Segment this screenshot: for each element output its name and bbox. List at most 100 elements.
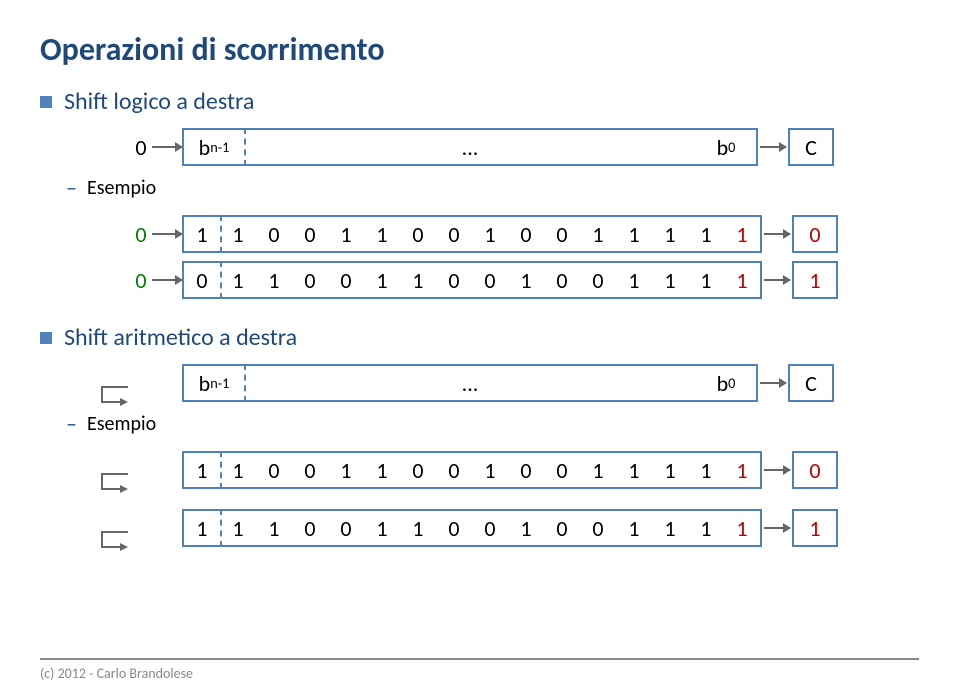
msb-label: bn-1 (184, 134, 244, 161)
bit-cell: 1 (724, 453, 760, 487)
bit-cell: 0 (328, 511, 364, 545)
bit-cell: 0 (292, 511, 328, 545)
carry-box: C (788, 364, 834, 402)
bit-cell: 1 (328, 453, 364, 487)
arrow-icon (152, 146, 182, 148)
example-label: – Esempio (66, 174, 919, 201)
bit-cell: 0 (580, 263, 616, 297)
register: bn-1 ... b0 (182, 128, 758, 166)
arrow-icon (152, 279, 182, 281)
arrow-icon (764, 527, 790, 529)
bit-cell: 1 (616, 511, 652, 545)
example-label: – Esempio (66, 410, 919, 437)
bit-cell: 0 (400, 453, 436, 487)
loop-icon (92, 528, 132, 588)
section-heading: Shift logico a destra (40, 87, 919, 116)
slide-title: Operazioni di scorrimento (40, 30, 919, 69)
bit-cell: 0 (184, 263, 220, 297)
register: 0110011001001111 (182, 261, 762, 299)
lsb-label: b0 (696, 134, 756, 161)
arrow-icon (760, 382, 786, 384)
msb-label: bn-1 (184, 370, 244, 397)
register: 1110011001001111 (182, 509, 762, 547)
bit-cell: 0 (292, 453, 328, 487)
arrow-icon (764, 279, 790, 281)
bit-cell: 1 (724, 511, 760, 545)
bit-cell: 1 (688, 511, 724, 545)
bit-cell: 0 (544, 511, 580, 545)
bit-cell: 1 (724, 217, 760, 251)
bit-cell: 1 (508, 511, 544, 545)
carry-label: C (805, 370, 817, 397)
footer-divider (40, 658, 919, 660)
bit-cell: 1 (364, 511, 400, 545)
carry-label: C (805, 134, 817, 161)
bit-cell: 0 (472, 263, 508, 297)
bullet-icon (40, 332, 52, 344)
bit-cell: 0 (544, 217, 580, 251)
bit-cell: 1 (652, 263, 688, 297)
arrow-icon (764, 233, 790, 235)
bit-cell: 1 (616, 453, 652, 487)
heading-text: Shift logico a destra (64, 87, 254, 116)
bit-cell: 0 (436, 263, 472, 297)
bit-cell: 1 (652, 511, 688, 545)
carry-box: C (788, 128, 834, 166)
carry-box: 0 (792, 215, 838, 253)
bit-row: 11001100100111110 (130, 451, 919, 489)
bit-cell: 0 (436, 217, 472, 251)
bit-cell: 0 (400, 217, 436, 251)
generic-row: 0 bn-1 ... b0 C (130, 128, 919, 166)
arrow-icon (152, 233, 182, 235)
in-bit: 0 (130, 134, 152, 161)
in-bit: 0 (130, 221, 152, 248)
bit-cell: 1 (400, 511, 436, 545)
bit-cell: 1 (688, 453, 724, 487)
bit-cell: 1 (256, 511, 292, 545)
dash-icon: – (66, 174, 77, 201)
bit-row: 11100110010011111 (130, 509, 919, 547)
heading-text: Shift aritmetico a destra (64, 323, 297, 352)
bit-row: 011001100100111110 (130, 215, 919, 253)
bit-cell: 0 (436, 453, 472, 487)
bit-row: 001100110010011111 (130, 261, 919, 299)
bit-cell: 1 (184, 217, 220, 251)
bit-cell: 0 (508, 217, 544, 251)
carry-box: 0 (792, 451, 838, 489)
footer-text: (c) 2012 - Carlo Brandolese (40, 665, 193, 682)
carry-box: 1 (792, 261, 838, 299)
bit-cell: 0 (544, 263, 580, 297)
bit-cell: 1 (580, 453, 616, 487)
bit-cell: 1 (364, 263, 400, 297)
bit-cell: 1 (652, 453, 688, 487)
bit-cell: 1 (220, 263, 256, 297)
bit-cell: 1 (220, 453, 256, 487)
generic-row-arith: bn-1 ... b0 C (130, 364, 919, 402)
carry-value: 1 (809, 267, 820, 294)
bit-cell: 0 (256, 217, 292, 251)
section-heading: Shift aritmetico a destra (40, 323, 919, 352)
bit-cell: 1 (472, 453, 508, 487)
carry-value: 0 (809, 457, 820, 484)
example-text: Esempio (87, 176, 156, 200)
bit-cell: 1 (400, 263, 436, 297)
ellipsis: ... (244, 134, 696, 161)
loop-icon (92, 470, 132, 530)
bit-cell: 1 (184, 453, 220, 487)
bit-cell: 0 (508, 453, 544, 487)
register: bn-1 ... b0 (182, 364, 758, 402)
carry-box: 1 (792, 509, 838, 547)
bit-cell: 1 (688, 217, 724, 251)
bit-cell: 0 (292, 217, 328, 251)
ellipsis: ... (244, 370, 696, 397)
register: 1100110010011111 (182, 451, 762, 489)
bullet-icon (40, 96, 52, 108)
bit-cell: 0 (544, 453, 580, 487)
bit-cell: 1 (220, 511, 256, 545)
bit-cell: 1 (616, 217, 652, 251)
example-text: Esempio (87, 412, 156, 436)
bit-cell: 1 (688, 263, 724, 297)
bit-cell: 1 (508, 263, 544, 297)
bit-cell: 0 (292, 263, 328, 297)
bit-cell: 0 (436, 511, 472, 545)
